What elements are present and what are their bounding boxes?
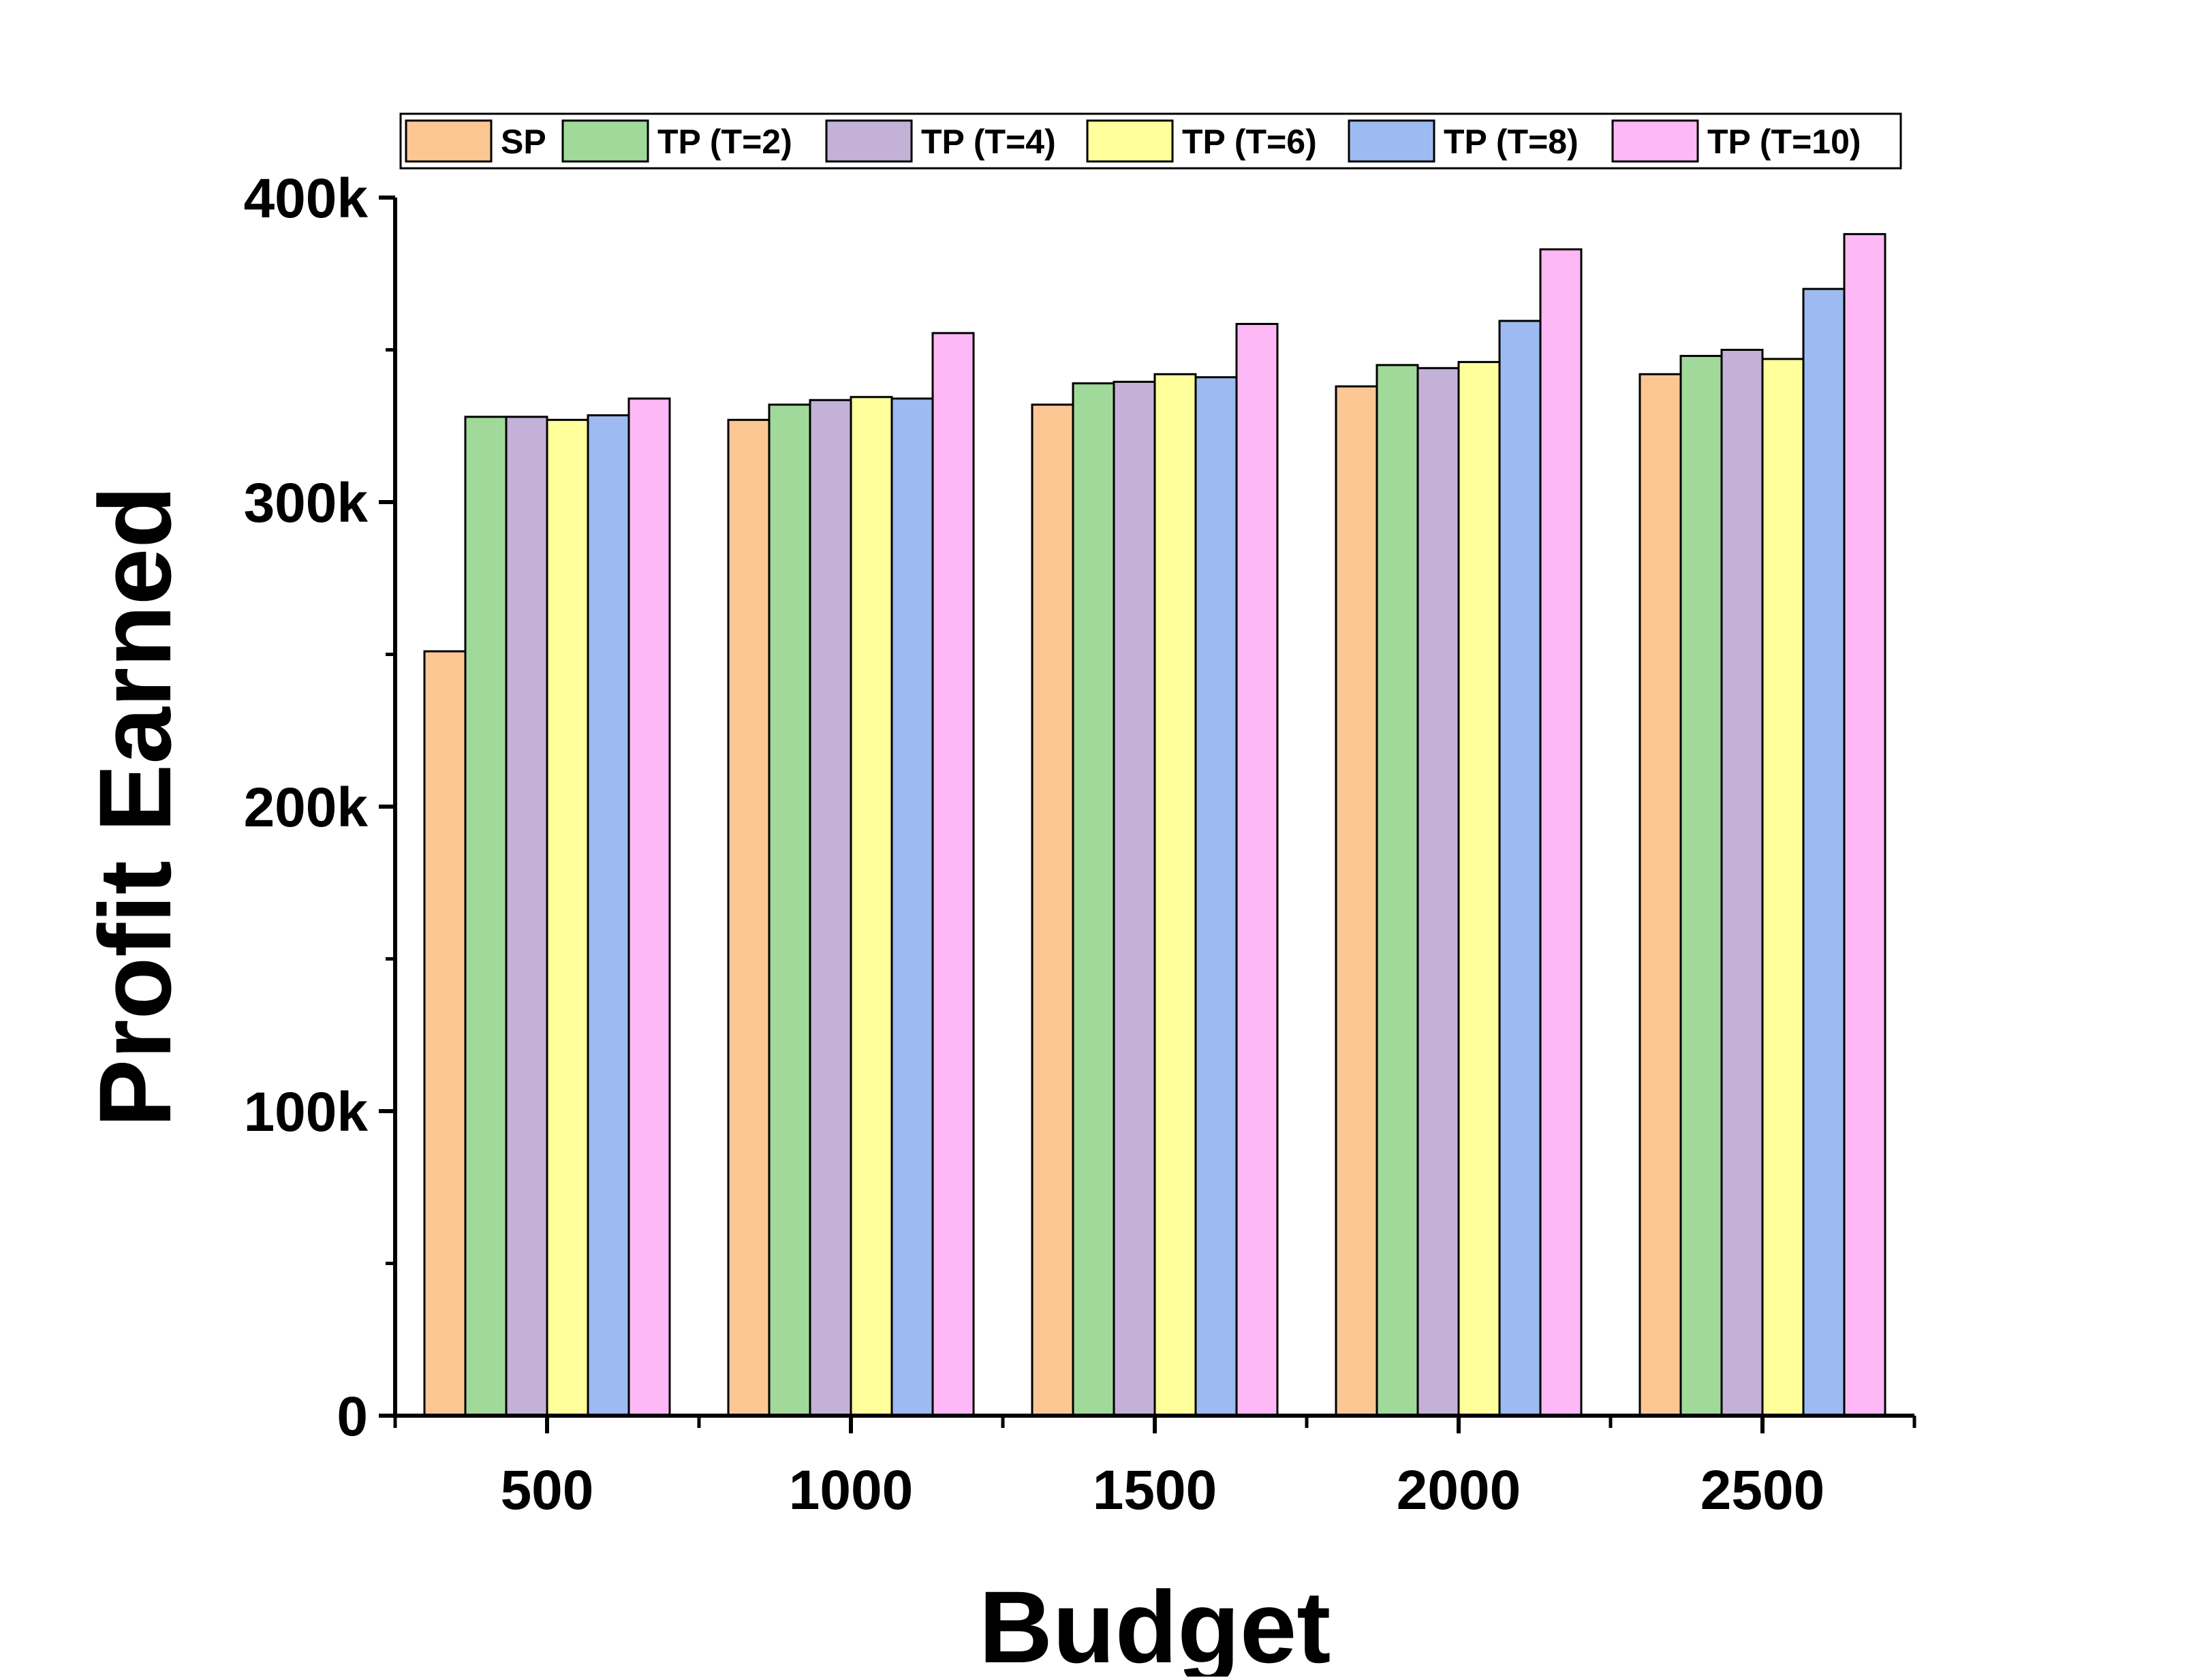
- bar: [809, 399, 852, 1417]
- y-tick-label: 300k: [244, 472, 369, 534]
- legend-item: TP (T=10): [1611, 119, 1861, 163]
- bar: [727, 418, 771, 1417]
- bar: [1457, 360, 1501, 1417]
- y-tick-label: 400k: [244, 168, 369, 230]
- bar: [1802, 287, 1846, 1417]
- bar: [1416, 367, 1460, 1417]
- bar: [587, 414, 630, 1417]
- legend-item: TP (T=2): [561, 119, 792, 163]
- legend-label: TP (T=6): [1182, 123, 1317, 161]
- y-tick-label: 200k: [244, 777, 369, 839]
- bar: [1720, 349, 1764, 1417]
- legend-swatch: [825, 119, 913, 163]
- bar: [1539, 248, 1583, 1417]
- bar: [505, 416, 548, 1417]
- y-tick-label: 100k: [244, 1081, 369, 1143]
- bar: [931, 332, 975, 1417]
- x-tick-label: 1500: [1093, 1459, 1217, 1521]
- legend-label: SP: [501, 123, 546, 161]
- y-axis-title: Profit Earned: [78, 486, 192, 1127]
- legend-item: TP (T=8): [1348, 119, 1579, 163]
- bar: [1072, 382, 1115, 1417]
- bar: [1194, 376, 1238, 1417]
- bar: [546, 418, 589, 1417]
- bar: [1498, 320, 1542, 1417]
- bar: [1235, 323, 1279, 1417]
- bar: [1113, 380, 1156, 1417]
- bar: [1761, 358, 1805, 1417]
- bar: [1679, 354, 1723, 1417]
- legend-item: SP: [405, 119, 546, 163]
- legend-item: TP (T=4): [825, 119, 1056, 163]
- bar: [1376, 364, 1419, 1417]
- x-tick-label: 2500: [1700, 1459, 1824, 1521]
- x-tick-label: 500: [501, 1459, 594, 1521]
- bar: [850, 396, 893, 1417]
- legend-label: TP (T=4): [921, 123, 1056, 161]
- bar: [768, 403, 811, 1417]
- legend-swatch: [1086, 119, 1174, 163]
- legend-item: TP (T=6): [1086, 119, 1317, 163]
- bar: [627, 397, 671, 1417]
- bar: [1638, 373, 1682, 1417]
- legend-swatch: [1611, 119, 1699, 163]
- bars-group: [423, 233, 1886, 1417]
- legend-swatch: [1348, 119, 1435, 163]
- legend-swatch: [405, 119, 493, 163]
- bar: [464, 416, 508, 1417]
- bar: [1335, 385, 1378, 1417]
- bar: [1153, 373, 1197, 1417]
- bar: [890, 397, 934, 1417]
- legend-swatch: [561, 119, 649, 163]
- x-axis-title: Budget: [979, 1570, 1331, 1677]
- bar: [423, 650, 467, 1417]
- legend-label: TP (T=8): [1444, 123, 1579, 161]
- bar: [1843, 233, 1886, 1417]
- bar: [1031, 403, 1074, 1417]
- x-tick-label: 1000: [789, 1459, 913, 1521]
- legend-label: TP (T=10): [1707, 123, 1861, 161]
- y-tick-label: 0: [337, 1386, 368, 1448]
- legend: SP TP (T=2) TP (T=4) TP (T=6) TP (T=8) TP (T=…: [399, 112, 1902, 170]
- x-tick-label: 2000: [1397, 1459, 1521, 1521]
- legend-label: TP (T=2): [657, 123, 792, 161]
